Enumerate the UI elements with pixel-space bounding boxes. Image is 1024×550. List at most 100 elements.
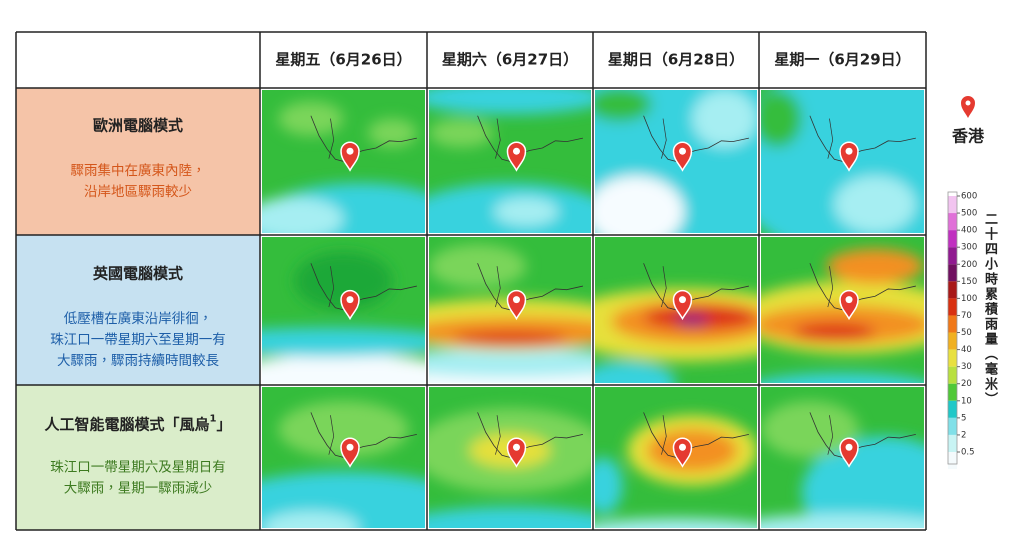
- row-label-cell: [16, 88, 260, 235]
- colorbar-bin: [948, 332, 957, 350]
- rain-area: [761, 401, 859, 458]
- colorbar-bin: [948, 434, 957, 452]
- coastline: [827, 415, 834, 455]
- rain-area: [262, 353, 425, 383]
- coastline: [661, 415, 667, 455]
- row-description: 驟雨集中在廣東內陸，: [71, 162, 206, 179]
- map-field: [429, 408, 591, 528]
- colorbar-tick-label: 2: [961, 430, 966, 440]
- header-row: [16, 32, 926, 88]
- colorbar-bin: [948, 298, 957, 316]
- rain-map: [429, 90, 591, 233]
- hk-pin-dot: [346, 296, 354, 304]
- colorbar-bin: [948, 349, 957, 367]
- rain-area: [278, 401, 409, 458]
- hk-pin: [506, 289, 527, 321]
- hk-pin: [672, 141, 693, 172]
- hk-pin-dot: [845, 443, 853, 451]
- rain-map: [761, 237, 924, 383]
- colorbar-tick-label: 300: [961, 243, 977, 253]
- colorbar-bin: [948, 196, 957, 214]
- hk-pin-dot: [845, 296, 853, 304]
- colorbar-tick-label: 500: [961, 209, 977, 219]
- colorbar-tick-label: 5: [961, 413, 966, 423]
- rain-map: [761, 90, 924, 233]
- map-field: [595, 415, 757, 528]
- hk-pin-dot: [512, 443, 520, 451]
- hk-pin-dot: [845, 147, 853, 155]
- colorbar-bin: [948, 315, 957, 333]
- colorbar-bin: [948, 383, 957, 401]
- rain-area: [595, 518, 757, 528]
- legend-title: 二十四小時累積雨量（毫米）: [982, 212, 997, 407]
- row-title-end: 」: [216, 415, 231, 433]
- colorbar-bin: [948, 417, 957, 435]
- colorbar-tick-label: 50: [961, 328, 972, 338]
- rain-area: [262, 511, 360, 528]
- map-field: [595, 288, 757, 383]
- column-header: 星期五（6月26日）: [275, 51, 411, 69]
- colorbar-bin: [948, 281, 957, 299]
- colorbar-tick-label: 40: [961, 345, 972, 355]
- colorbar-bin: [948, 400, 957, 418]
- colorbar-bin: [948, 366, 957, 384]
- map-field: [761, 248, 924, 383]
- rain-area: [793, 323, 876, 341]
- hk-pin: [506, 437, 527, 468]
- row-description: 珠江口一帶星期六及星期日有: [50, 460, 226, 476]
- legend-pin-dot: [965, 100, 971, 106]
- row-description: 大驟雨，星期一驟雨減少: [64, 480, 213, 497]
- rain-area: [493, 197, 559, 226]
- row-label-cell: [16, 235, 260, 385]
- map-field: [262, 101, 425, 233]
- coastline: [827, 118, 834, 159]
- colorbar-bin: [948, 452, 957, 470]
- hk-pin-dot: [346, 443, 354, 451]
- colorbar-tick-label: 150: [961, 277, 977, 287]
- column-header: 星期六（6月27日）: [442, 51, 578, 69]
- hk-pin: [340, 289, 360, 321]
- map-field: [429, 244, 591, 383]
- rain-area: [429, 506, 591, 528]
- rain-area: [595, 90, 652, 122]
- map-field: [262, 251, 425, 383]
- rain-area: [367, 118, 417, 148]
- coastline: [495, 118, 501, 159]
- rain-area: [262, 197, 344, 233]
- rain-area: [595, 361, 676, 383]
- rain-map: [262, 90, 425, 233]
- coastline: [661, 266, 667, 308]
- row-title: 英國電腦模式: [93, 265, 183, 283]
- row-title-main: 人工智能電腦模式「風烏: [45, 415, 210, 433]
- coastline: [661, 118, 667, 159]
- hk-pin: [839, 141, 859, 172]
- colorbar-bin: [948, 213, 957, 231]
- map-field: [761, 401, 924, 528]
- column-header: 星期日（6月28日）: [608, 51, 744, 69]
- rain-map: [429, 387, 591, 528]
- colorbar-tick-label: 70: [961, 311, 972, 321]
- row-description: 珠江口一帶星期六至星期一有: [50, 332, 226, 348]
- rain-area: [429, 118, 494, 148]
- hk-pin-dot: [346, 147, 354, 155]
- rain-area: [429, 347, 591, 378]
- coastline: [328, 266, 335, 308]
- row-title-sup: 1: [210, 414, 217, 425]
- hk-pin-dot: [678, 443, 686, 451]
- coastline: [495, 415, 501, 455]
- rain-area: [692, 90, 757, 148]
- colorbar-tick-label: 30: [961, 362, 972, 372]
- rain-area: [761, 90, 802, 148]
- colorbar-tick-label: 20: [961, 379, 972, 389]
- colorbar-tick-label: 100: [961, 294, 977, 304]
- rain-area: [278, 101, 344, 136]
- hk-pin-dot: [678, 147, 686, 155]
- coastline: [328, 415, 335, 455]
- colorbar-tick-label: 10: [961, 396, 972, 406]
- column-header: 星期一（6月29日）: [774, 51, 910, 69]
- row-description: 大驟雨，驟雨持續時間較長: [57, 353, 219, 369]
- colorbar-tick-label: 600: [961, 192, 977, 202]
- row-title: 人工智能電腦模式「風烏1」: [45, 414, 232, 434]
